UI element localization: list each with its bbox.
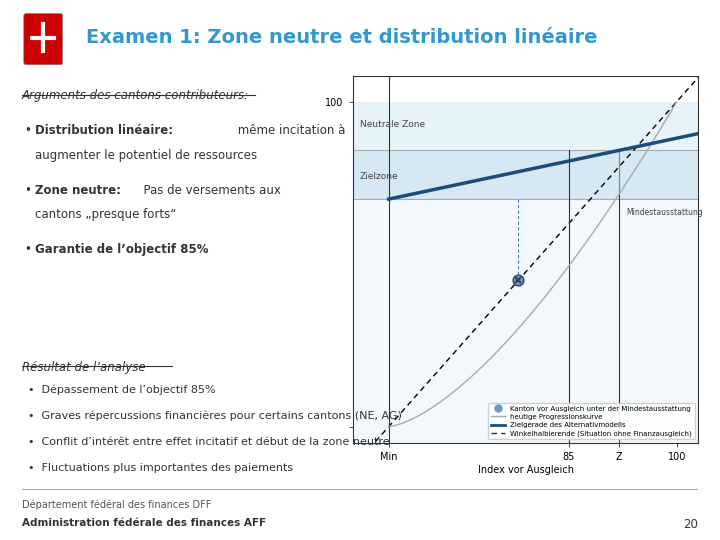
Bar [353, 199, 698, 443]
Text: •: • [24, 243, 35, 256]
Text: •: • [24, 184, 35, 197]
Text: même incitation à: même incitation à [234, 124, 346, 137]
Text: •  Graves répercussions financières pour certains cantons (NE, AG): • Graves répercussions financières pour … [29, 410, 402, 421]
Text: 20: 20 [683, 518, 698, 531]
Text: •  Dépassement de l’objectif 85%: • Dépassement de l’objectif 85% [29, 384, 216, 395]
Text: Distribution linéaire:: Distribution linéaire: [35, 124, 173, 137]
Text: Pas de versements aux: Pas de versements aux [135, 184, 281, 197]
Text: augmenter le potentiel de ressources: augmenter le potentiel de ressources [35, 148, 257, 161]
Bar [353, 150, 698, 199]
Text: Garantie de l’objectif 85%: Garantie de l’objectif 85% [35, 243, 208, 256]
Text: Mindestausstattung: Mindestausstattung [626, 207, 703, 217]
Text: •: • [24, 124, 35, 137]
Text: •  Conflit d’intérêt entre effet incitatif et début de la zone neutre: • Conflit d’intérêt entre effet incitati… [29, 436, 390, 447]
FancyBboxPatch shape [24, 14, 63, 65]
Text: Zielzone: Zielzone [360, 172, 399, 181]
Text: cantons „presque forts“: cantons „presque forts“ [35, 208, 176, 221]
Text: Résultat de l’analyse: Résultat de l’analyse [22, 361, 145, 374]
Text: Zone neutre:: Zone neutre: [35, 184, 120, 197]
Text: Département fédéral des finances DFF: Département fédéral des finances DFF [22, 500, 211, 510]
X-axis label: Index vor Ausgleich: Index vor Ausgleich [477, 464, 574, 475]
Text: •  Fluctuations plus importantes des paiements: • Fluctuations plus importantes des paie… [29, 463, 294, 472]
Bar [353, 102, 698, 150]
Text: Examen 1: Zone neutre et distribution linéaire: Examen 1: Zone neutre et distribution li… [86, 28, 598, 48]
Text: Arguments des cantons contributeurs:: Arguments des cantons contributeurs: [22, 89, 248, 102]
Text: Neutrale Zone: Neutrale Zone [360, 120, 425, 129]
Text: Administration fédérale des finances AFF: Administration fédérale des finances AFF [22, 518, 266, 529]
Legend: Kanton vor Ausgleich unter der Mindestausstattung, heutige Progressionskurve, Zi: Kanton vor Ausgleich unter der Mindestau… [488, 403, 695, 440]
Point [513, 276, 524, 285]
